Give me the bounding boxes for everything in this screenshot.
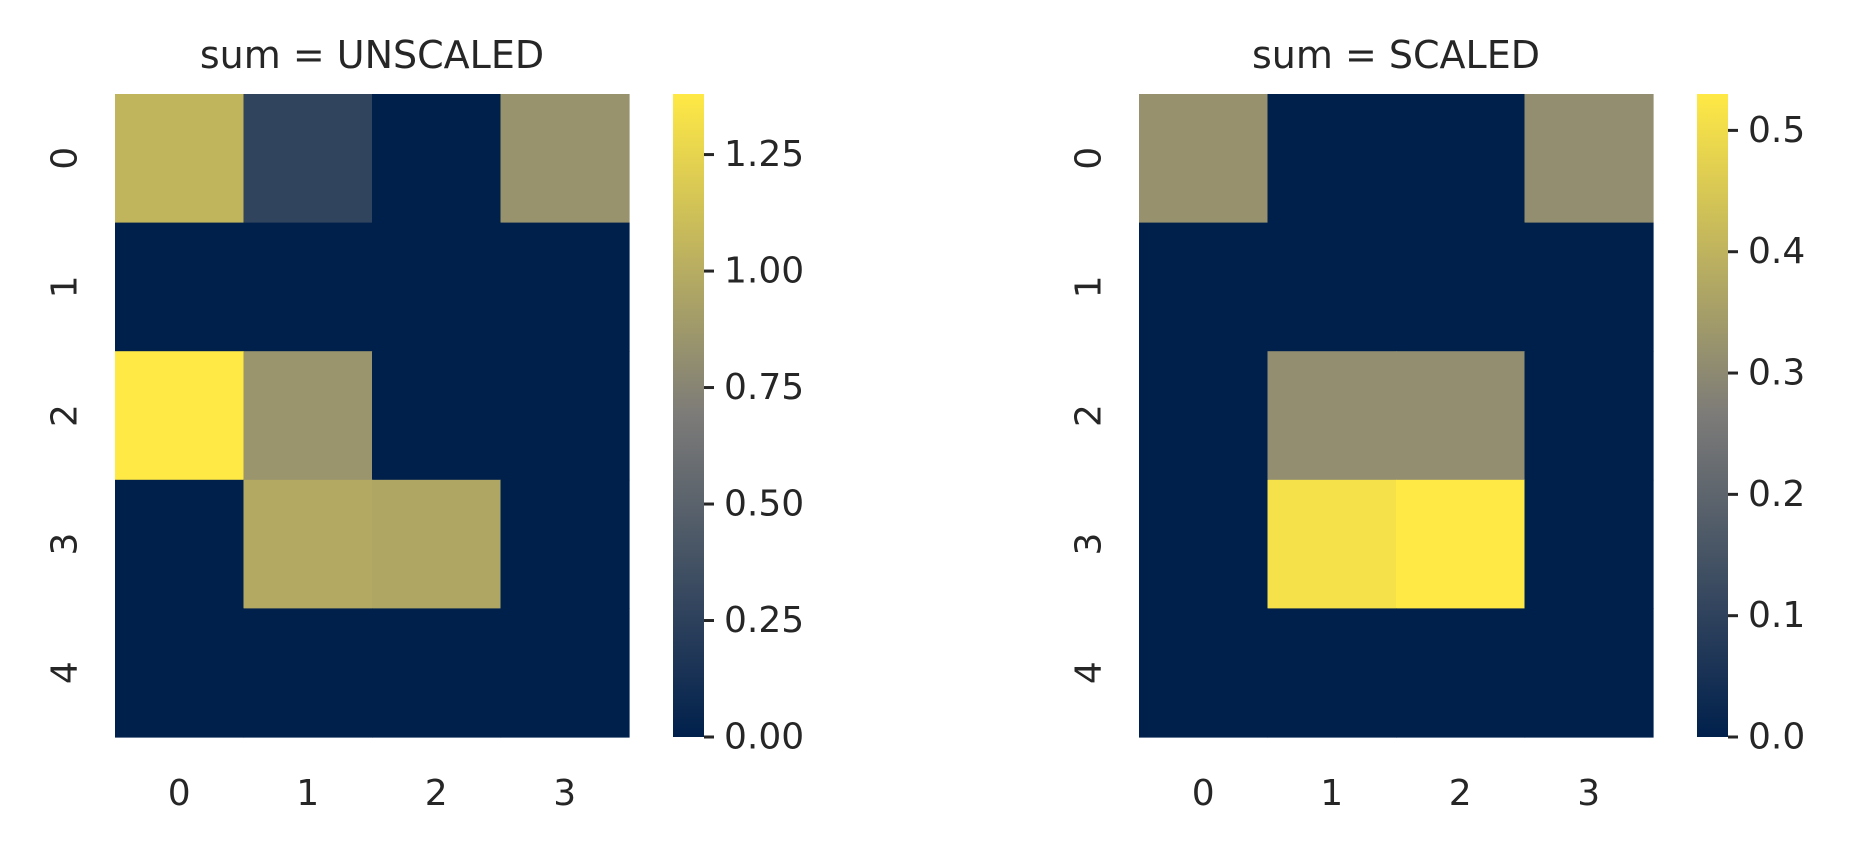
heatmap-cell-r0-c1 — [1267, 94, 1397, 224]
heatmap-cell-r3-c1 — [1267, 479, 1397, 609]
heatmap-cell-r1-c1 — [243, 222, 373, 352]
x-tick-label: 0 — [168, 773, 191, 814]
heatmap-cell-r3-c0 — [1139, 479, 1269, 609]
colorbar-tick-label: 0.00 — [724, 717, 804, 758]
chart-title: sum = SCALED — [1252, 33, 1540, 77]
colorbar-tick-label: 0.4 — [1748, 231, 1805, 272]
x-tick-label: 1 — [296, 773, 319, 814]
heatmap-cell-r4-c0 — [115, 608, 245, 738]
colorbar-tick-label: 0.75 — [724, 367, 804, 408]
y-tick-label: 3 — [45, 533, 86, 556]
heatmap-panel-unscaled: sum = UNSCALED 0 1 2 3 0 1 2 3 4 0.00 0.25 0.50 0.75… — [45, 33, 805, 814]
colorbar-tick-label: 0.0 — [1748, 717, 1805, 758]
heatmap-cell-r4-c0 — [1139, 608, 1269, 738]
heatmap-cell-r4-c3 — [500, 608, 630, 738]
heatmap-cell-r4-c1 — [1267, 608, 1397, 738]
heatmap-cells — [1139, 94, 1654, 738]
heatmap-cell-r3-c1 — [243, 479, 373, 609]
colorbar-tick-label: 1.00 — [724, 251, 804, 292]
heatmap-cells — [115, 94, 630, 738]
heatmap-cell-r4-c2 — [1396, 608, 1526, 738]
heatmap-cell-r0-c0 — [1139, 94, 1269, 224]
heatmap-cell-r0-c0 — [115, 94, 245, 224]
heatmap-cell-r2-c1 — [243, 351, 373, 481]
heatmap-cell-r3-c2 — [372, 479, 502, 609]
colorbar-tick-label: 0.2 — [1748, 474, 1805, 515]
x-tick-label: 3 — [553, 773, 576, 814]
heatmap-cell-r2-c0 — [1139, 351, 1269, 481]
heatmap-cell-r2-c1 — [1267, 351, 1397, 481]
heatmap-cell-r1-c0 — [1139, 222, 1269, 352]
x-tick-label: 1 — [1320, 773, 1343, 814]
heatmap-cell-r2-c3 — [1524, 351, 1654, 481]
x-tick-label: 3 — [1577, 773, 1600, 814]
y-tick-label: 2 — [1069, 404, 1110, 427]
heatmap-cell-r0-c3 — [500, 94, 630, 224]
heatmap-cell-r2-c2 — [1396, 351, 1526, 481]
colorbar-tick-label: 0.25 — [724, 600, 804, 641]
colorbar-tick-label: 0.3 — [1748, 353, 1805, 394]
heatmap-cell-r4-c2 — [372, 608, 502, 738]
heatmap-cell-r0-c3 — [1524, 94, 1654, 224]
heatmap-cell-r4-c1 — [243, 608, 373, 738]
heatmap-panel-scaled: sum = SCALED 0 1 2 3 0 1 2 3 4 0.0 0.1 0.2 0.3 0.4 0.5 — [1069, 33, 1806, 814]
heatmap-cell-r1-c1 — [1267, 222, 1397, 352]
heatmap-cell-r1-c3 — [500, 222, 630, 352]
chart-title: sum = UNSCALED — [200, 33, 544, 77]
y-tick-label: 4 — [45, 661, 86, 684]
colorbar — [1697, 94, 1728, 737]
heatmap-cell-r3-c2 — [1396, 479, 1526, 609]
heatmap-cell-r0-c2 — [1396, 94, 1526, 224]
y-tick-label: 1 — [45, 275, 86, 298]
heatmap-cell-r1-c3 — [1524, 222, 1654, 352]
colorbar-tick-label: 0.5 — [1748, 110, 1805, 151]
colorbar — [673, 94, 704, 737]
heatmap-cell-r0-c1 — [243, 94, 373, 224]
heatmap-cell-r3-c3 — [500, 479, 630, 609]
y-tick-label: 1 — [1069, 275, 1110, 298]
y-tick-label: 2 — [45, 404, 86, 427]
x-tick-label: 0 — [1192, 773, 1215, 814]
heatmap-cell-r1-c0 — [115, 222, 245, 352]
heatmap-cell-r3-c0 — [115, 479, 245, 609]
heatmap-cell-r1-c2 — [1396, 222, 1526, 352]
x-tick-label: 2 — [425, 773, 448, 814]
heatmap-cell-r0-c2 — [372, 94, 502, 224]
x-tick-label: 2 — [1449, 773, 1472, 814]
y-tick-label: 0 — [1069, 147, 1110, 170]
y-tick-label: 3 — [1069, 533, 1110, 556]
colorbar-tick-label: 1.25 — [724, 134, 804, 175]
y-tick-label: 4 — [1069, 661, 1110, 684]
heatmap-cell-r4-c3 — [1524, 608, 1654, 738]
heatmap-cell-r1-c2 — [372, 222, 502, 352]
colorbar-tick-label: 0.50 — [724, 484, 804, 525]
colorbar-tick-label: 0.1 — [1748, 595, 1805, 636]
heatmap-cell-r3-c3 — [1524, 479, 1654, 609]
heatmap-cell-r2-c2 — [372, 351, 502, 481]
heatmap-cell-r2-c0 — [115, 351, 245, 481]
y-tick-label: 0 — [45, 147, 86, 170]
heatmap-cell-r2-c3 — [500, 351, 630, 481]
